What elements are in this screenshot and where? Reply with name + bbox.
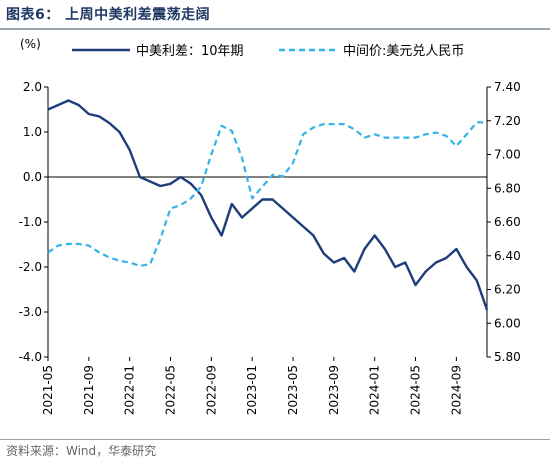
legend-label: 中间价:美元兑人民币 — [343, 44, 464, 59]
x-tick-label: 2022-05 — [164, 365, 178, 415]
right-tick-label: 5.80 — [494, 350, 521, 364]
x-tick-label: 2024-09 — [449, 365, 463, 415]
left-tick-label: -4.0 — [19, 350, 42, 364]
x-tick-label: 2023-01 — [245, 365, 259, 415]
left-axis-unit: (%) — [20, 37, 41, 51]
top-rule — [0, 28, 550, 30]
legend: 中美利差：10年期 中间价:美元兑人民币 — [72, 44, 464, 59]
left-tick-label: -1.0 — [19, 215, 42, 229]
left-tick-label: 0.0 — [23, 170, 42, 184]
bottom-rule — [0, 439, 550, 440]
source-note: 资料来源：Wind，华泰研究 — [6, 444, 157, 458]
right-tick-label: 6.20 — [494, 283, 521, 297]
x-tick-label: 2022-09 — [204, 365, 218, 415]
x-tick-label: 2024-05 — [409, 365, 423, 415]
right-tick-label: 7.40 — [494, 80, 521, 94]
figure-title: 图表6： 上周中美利差震荡走阔 — [6, 7, 211, 23]
x-tick-label: 2023-09 — [327, 365, 341, 415]
series-line-spread — [47, 99, 489, 311]
right-tick-label: 7.20 — [494, 114, 521, 128]
x-tick-label: 2023-05 — [286, 365, 300, 415]
series-layer — [47, 99, 489, 311]
left-tick-label: -2.0 — [19, 260, 42, 274]
series-line-cny — [47, 121, 487, 267]
x-tick-label: 2021-09 — [82, 365, 96, 415]
axes: 2.0 1.0 0.0 -1.0 -2.0 -3.0 -4.0 7.40 7.20 7.00 6.8… — [19, 80, 521, 415]
right-tick-label: 6.80 — [494, 181, 521, 195]
right-tick-label: 6.40 — [494, 249, 521, 263]
x-tick-label: 2021-05 — [41, 365, 55, 415]
right-tick-label: 7.00 — [494, 148, 521, 162]
x-tick-label: 2024-01 — [368, 365, 382, 415]
right-tick-label: 6.00 — [494, 316, 521, 330]
legend-label: 中美利差：10年期 — [136, 44, 244, 59]
line-chart: (%) 中美利差：10年期 中间价:美元兑人民币 2.0 1.0 0.0 -1.0 -2.… — [19, 37, 521, 415]
left-tick-label: 1.0 — [23, 125, 42, 139]
right-tick-label: 6.60 — [494, 215, 521, 229]
x-tick-label: 2022-01 — [123, 365, 137, 415]
left-tick-label: -3.0 — [19, 305, 42, 319]
left-tick-label: 2.0 — [23, 80, 42, 94]
